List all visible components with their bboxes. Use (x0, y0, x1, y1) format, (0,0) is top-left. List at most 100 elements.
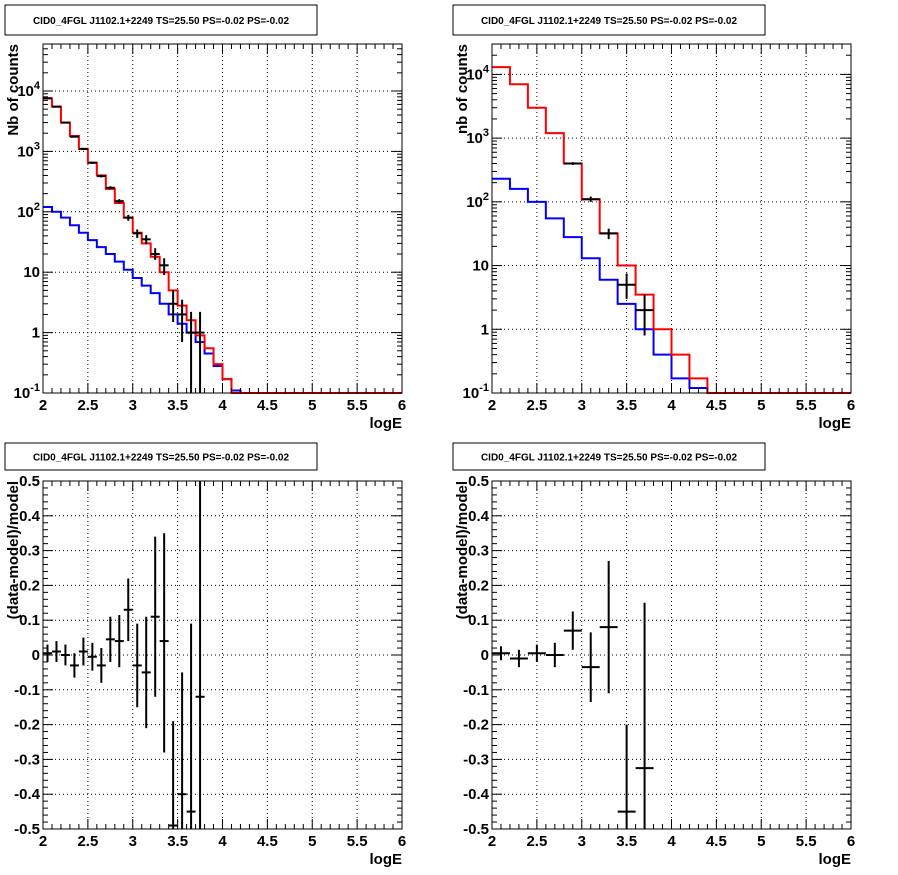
data-point (43, 97, 52, 100)
data-point (51, 105, 61, 108)
y-axis-ticks: 10-1 1 10 102 103 104 (463, 54, 851, 402)
x-tick-label: 5 (308, 833, 316, 850)
y-tick-label: 103 (17, 140, 40, 160)
y-tick-label: -0.4 (14, 786, 41, 803)
y-tick-label: 0 (481, 647, 489, 664)
x-tick-label: 4 (667, 833, 676, 850)
y-tick-label: 0.1 (19, 612, 40, 629)
data-point (96, 174, 106, 178)
data-point (150, 536, 160, 697)
data-point (123, 578, 133, 642)
y-tick-label: -0.1 (14, 682, 40, 699)
y-tick-label: -0.3 (14, 751, 40, 768)
y-axis-ticks: -0.5 -0.4 -0.3 -0.2 -0.1 0 0.1 0.2 0.3 0.4 0.5 (463, 473, 851, 838)
x-axis-ticks: 2 2.5 3 3.5 4 4.5 5 5.5 6 (39, 481, 406, 850)
grid-lines (43, 44, 402, 393)
data-point (51, 641, 61, 662)
title-box (452, 4, 766, 36)
plot-title: CID0_4FGL J1102.1+2249 TS=25.50 PS=-0.02… (33, 16, 290, 27)
x-tick-label: 2.5 (526, 397, 547, 414)
x-tick-label: 6 (398, 397, 406, 414)
data-point (123, 214, 133, 221)
plot-title: CID0_4FGL J1102.1+2249 TS=25.50 PS=-0.02… (481, 16, 738, 27)
data-point (195, 311, 205, 393)
y-tick-label: 0 (32, 647, 40, 664)
x-tick-label: 2 (39, 397, 47, 414)
plot-pad-3: CID0_4FGL J1102.1+2249 TS=25.50 PS=-0.02… (4, 442, 406, 868)
y-tick-label: 10 (472, 258, 489, 275)
x-tick-label: 2.5 (77, 397, 98, 414)
data-point (105, 616, 115, 662)
data-point (186, 623, 196, 829)
x-tick-label: 4.5 (257, 833, 278, 850)
x-tick-label: 5 (757, 833, 765, 850)
plot-title: CID0_4FGL J1102.1+2249 TS=25.50 PS=-0.02… (33, 453, 290, 464)
data-point (177, 672, 187, 829)
y-tick-label: 0.4 (19, 508, 41, 525)
data-point (492, 646, 510, 661)
data-point (159, 258, 169, 275)
data-point (132, 229, 142, 238)
y-tick-label: 10-1 (14, 382, 40, 402)
x-tick-label: 4.5 (706, 397, 727, 414)
component-model-histogram (492, 177, 851, 394)
data-point (114, 614, 124, 668)
y-axis-label: (data-model)/model (5, 481, 22, 619)
data-point (599, 228, 618, 240)
y-tick-label: 104 (466, 63, 490, 83)
data-point (114, 199, 124, 204)
x-tick-label: 4.5 (257, 397, 278, 414)
data-point (141, 616, 151, 729)
data-point (78, 637, 88, 666)
data-point (186, 311, 196, 393)
x-tick-label: 5 (308, 397, 316, 414)
x-tick-label: 2 (488, 833, 496, 850)
x-tick-label: 2.5 (77, 833, 98, 850)
x-tick-label: 3 (578, 397, 586, 414)
data-points (492, 561, 654, 829)
data-point (635, 294, 654, 336)
y-tick-label: 104 (17, 80, 41, 100)
y-axis-label: Nb of counts (5, 44, 22, 136)
data-point (60, 644, 70, 666)
y-tick-label: 102 (466, 191, 489, 211)
data-point (60, 121, 70, 124)
data-point (563, 162, 582, 165)
y-tick-label: -0.2 (463, 717, 489, 734)
data-point (150, 248, 160, 260)
x-tick-label: 6 (398, 833, 406, 850)
plot-pad-4: CID0_4FGL J1102.1+2249 TS=25.50 PS=-0.02… (452, 442, 855, 868)
y-axis-label: (data-model)/model (454, 481, 471, 619)
data-point (105, 186, 115, 190)
y-tick-label: 0.3 (468, 543, 489, 560)
x-tick-label: 5.5 (347, 397, 368, 414)
x-tick-label: 4.5 (706, 833, 727, 850)
data-point (78, 147, 88, 150)
x-tick-label: 5.5 (796, 833, 817, 850)
y-tick-label: -0.2 (14, 717, 40, 734)
data-point (617, 273, 636, 299)
x-tick-label: 5 (757, 397, 765, 414)
data-point (132, 623, 142, 708)
y-tick-label: 0.1 (468, 612, 489, 629)
x-tick-label: 3 (129, 397, 137, 414)
data-point (159, 533, 169, 753)
data-point (635, 602, 654, 829)
data-point (617, 724, 636, 829)
y-axis-ticks: -0.5 -0.4 -0.3 -0.2 -0.1 0 0.1 0.2 0.3 0.4 0.5 (14, 473, 402, 838)
data-point (545, 642, 564, 668)
y-axis-label: nb of counts (454, 44, 471, 134)
x-axis-ticks: 2 2.5 3 3.5 4 4.5 5 5.5 6 (39, 44, 406, 414)
y-tick-label: 0.2 (19, 577, 40, 594)
plot-title: CID0_4FGL J1102.1+2249 TS=25.50 PS=-0.02… (481, 453, 738, 464)
x-tick-label: 3.5 (616, 397, 637, 414)
data-points (563, 162, 654, 336)
data-point (69, 653, 79, 678)
data-point (43, 644, 52, 662)
y-tick-label: -0.1 (463, 682, 489, 699)
x-tick-label: 3.5 (616, 833, 637, 850)
y-tick-label: 0.3 (19, 543, 40, 560)
data-point (177, 299, 187, 342)
x-axis-ticks: 2 2.5 3 3.5 4 4.5 5 5.5 6 (488, 481, 855, 850)
data-point (87, 642, 97, 671)
